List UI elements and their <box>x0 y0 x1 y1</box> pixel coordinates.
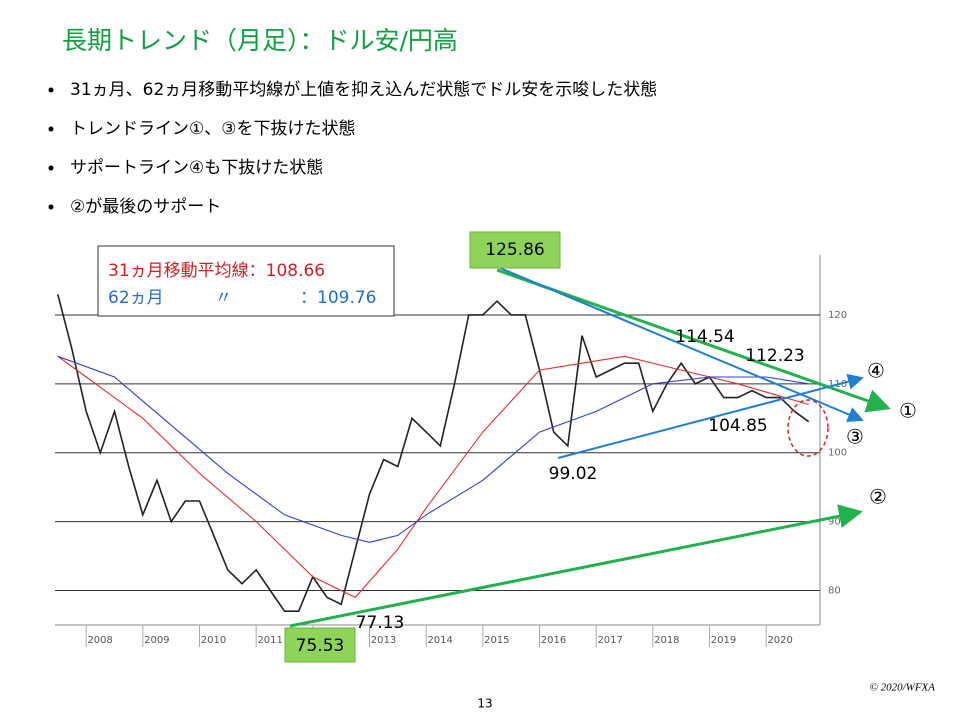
legend-ditto: 〃 <box>215 288 232 308</box>
bullet-text: ②が最後のサポート <box>70 197 221 217</box>
ma-legend-box <box>97 245 395 317</box>
chart: 8090100110120200820092010201120122013201… <box>55 255 847 647</box>
bullet-dot <box>48 126 54 132</box>
bullet-text: トレンドライン①、③を下抜けた状態 <box>70 119 355 139</box>
x-tick-label: 2014 <box>427 635 452 646</box>
slide-title: 長期トレンド（月足）：ドル安/円高 <box>62 26 458 55</box>
x-tick-label: 2016 <box>541 635 566 646</box>
price-label: 114.54 <box>675 327 734 347</box>
x-tick-label: 2020 <box>767 635 792 646</box>
legend-entry: 31ヵ月移動平均線：108.66 <box>108 261 325 281</box>
x-tick-label: 2009 <box>144 635 169 646</box>
x-tick-label: 2011 <box>257 635 282 646</box>
legend-entry: 62ヵ月 <box>108 288 164 308</box>
x-tick-label: 2019 <box>711 635 736 646</box>
x-tick-label: 2018 <box>654 635 679 646</box>
y-tick-label: 90 <box>828 517 841 528</box>
legend-value: ：109.76 <box>300 288 376 308</box>
x-tick-label: 2008 <box>87 635 112 646</box>
bullet-list: 31ヵ月、62ヵ月移動平均線が上値を抑え込んだ状態でドル安を示唆した状態トレンド… <box>48 80 657 217</box>
bullet-text: 31ヵ月、62ヵ月移動平均線が上値を抑え込んだ状態でドル安を示唆した状態 <box>70 80 657 100</box>
price-label: 75.53 <box>296 636 345 656</box>
trendlines <box>284 231 891 663</box>
bullet-dot <box>48 204 54 210</box>
price-label: 77.13 <box>356 613 405 633</box>
x-tick-label: 2013 <box>371 635 396 646</box>
copyright: © 2020/WFXA <box>870 682 936 694</box>
trendline-label: ① <box>899 399 917 423</box>
x-tick-label: 2017 <box>597 635 622 646</box>
y-tick-label: 120 <box>828 310 847 321</box>
series-line <box>57 355 809 599</box>
series-line <box>57 294 810 613</box>
bullet-dot <box>48 165 54 171</box>
price-label: 112.23 <box>745 346 804 366</box>
x-tick-label: 2010 <box>201 635 226 646</box>
y-tick-label: 80 <box>828 586 841 597</box>
trendline-label: ② <box>869 485 887 509</box>
trendline-label: ③ <box>846 425 864 449</box>
series-line <box>57 355 809 543</box>
bullet-dot <box>48 87 54 93</box>
page-number: 13 <box>477 697 492 711</box>
price-label: 104.85 <box>708 416 767 436</box>
x-tick-label: 2015 <box>484 635 509 646</box>
price-label: 99.02 <box>549 464 598 484</box>
y-tick-label: 100 <box>828 448 847 459</box>
bullet-text: サポートライン④も下抜けた状態 <box>70 158 323 178</box>
trendline-label: ④ <box>867 359 885 383</box>
price-label: 125.86 <box>485 240 544 260</box>
